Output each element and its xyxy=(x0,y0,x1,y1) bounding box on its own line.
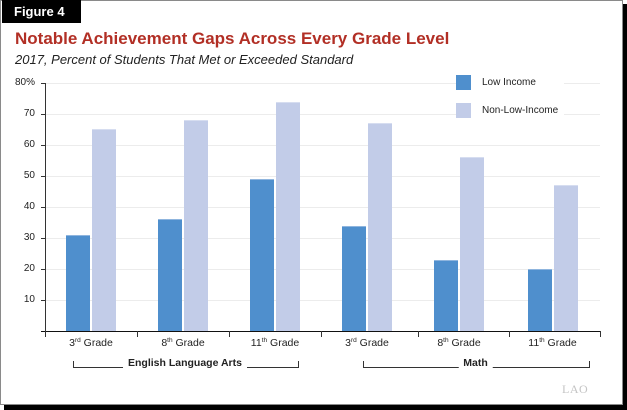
y-tick-label: 50 xyxy=(23,170,35,181)
bar-low-income xyxy=(434,260,458,331)
category-label: 11th Grade xyxy=(250,337,300,349)
legend-swatch-low-income xyxy=(456,74,471,90)
bar-non-low-income xyxy=(460,157,484,331)
legend-item-non-low-income: Non-Low-Income xyxy=(456,100,558,120)
gridline xyxy=(46,176,600,177)
bar-non-low-income xyxy=(553,185,578,331)
y-tick xyxy=(41,269,45,270)
gridline xyxy=(46,238,600,239)
bar-non-low-income xyxy=(368,123,392,331)
gridline xyxy=(46,114,600,115)
y-tick xyxy=(41,238,45,239)
x-tick xyxy=(45,331,46,337)
y-tick xyxy=(41,207,45,208)
y-tick xyxy=(41,114,45,115)
category-label: 8th Grade xyxy=(437,337,481,349)
legend: Low Income Non-Low-Income xyxy=(456,72,565,128)
y-tick-label: 20 xyxy=(23,263,35,274)
y-tick xyxy=(41,176,45,177)
bar-low-income xyxy=(527,269,552,331)
legend-item-low-income: Low Income xyxy=(456,72,558,92)
bar-low-income xyxy=(342,226,366,331)
category-label: 3rd Grade xyxy=(69,337,113,349)
figure-label: Figure 4 xyxy=(2,0,81,23)
x-tick xyxy=(229,331,230,337)
y-tick xyxy=(41,83,45,84)
x-tick xyxy=(321,331,322,337)
y-tick xyxy=(41,145,45,146)
gridline xyxy=(46,145,600,146)
bar-low-income xyxy=(250,179,274,331)
y-tick-label: 70 xyxy=(23,108,35,119)
bar-non-low-income xyxy=(276,102,300,331)
category-label: 8th Grade xyxy=(161,337,205,349)
gridline xyxy=(46,300,600,301)
y-tick-label: 10 xyxy=(23,294,35,305)
chart-subtitle: 2017, Percent of Students That Met or Ex… xyxy=(15,52,354,67)
y-tick-label: 40 xyxy=(23,201,35,212)
legend-label: Non-Low-Income xyxy=(482,104,559,116)
x-tick xyxy=(600,331,601,337)
y-axis xyxy=(45,83,46,332)
category-label: 3rd Grade xyxy=(345,337,389,349)
bar-non-low-income xyxy=(184,120,208,331)
gridline xyxy=(46,207,600,208)
category-label: 11th Grade xyxy=(528,337,577,349)
y-tick-label: 60 xyxy=(23,139,35,150)
x-tick xyxy=(509,331,510,337)
gridline xyxy=(46,83,600,84)
bar-non-low-income xyxy=(92,129,116,331)
y-tick-label: 80% xyxy=(14,77,35,88)
y-tick xyxy=(41,300,45,301)
group-label: Math xyxy=(458,357,493,369)
x-tick xyxy=(137,331,138,337)
group-label: English Language Arts xyxy=(123,357,247,369)
legend-swatch-non-low-income xyxy=(456,102,471,118)
x-tick xyxy=(418,331,419,337)
lao-logo: LAO xyxy=(562,382,589,396)
y-tick-label: 30 xyxy=(23,232,35,243)
legend-label: Low Income xyxy=(482,76,536,88)
chart-title: Notable Achievement Gaps Across Every Gr… xyxy=(15,29,450,48)
gridline xyxy=(46,269,600,270)
bar-low-income xyxy=(158,219,182,331)
bar-low-income xyxy=(66,235,90,331)
